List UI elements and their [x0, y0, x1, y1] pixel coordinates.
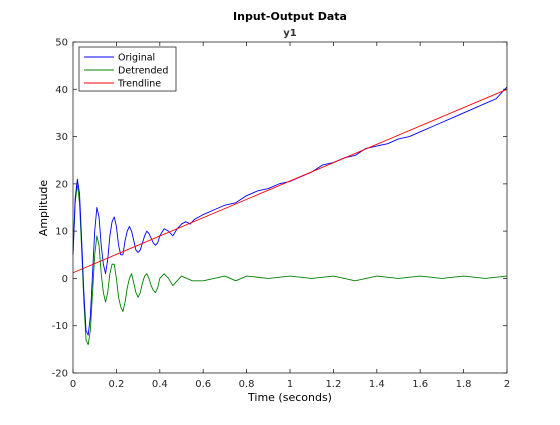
y-tick-label: -10: [52, 321, 68, 332]
series-line-original: [72, 86, 508, 336]
legend-entries: Original Detrended Trendline: [84, 53, 168, 90]
series-line-detrended: [72, 183, 508, 346]
y-tick-label: 0: [62, 274, 68, 285]
x-tick-label: 1.4: [369, 379, 385, 390]
x-tick-label: 0.4: [152, 379, 168, 390]
plot-background: [73, 42, 507, 373]
x-tick-label: 2: [504, 379, 510, 390]
series-line-trendline: [72, 88, 508, 274]
x-tick-label: 0.6: [195, 379, 211, 390]
plot-area: 0 0.2 0.4 0.6 0.8 1 1.2 1.4 1.6 1.8 2 -20 -10 0 10 20 3…: [52, 38, 511, 391]
x-axis-label: Time (seconds): [247, 391, 332, 404]
x-tick-label: 0.8: [239, 379, 255, 390]
x-ticks: 0 0.2 0.4 0.6 0.8 1 1.2 1.4 1.6 1.8 2: [70, 42, 510, 390]
x-tick-label: 1.2: [325, 379, 341, 390]
x-tick-label: 1.8: [456, 379, 472, 390]
x-tick-label: 0.2: [108, 379, 124, 390]
legend-label-original: Original: [118, 53, 155, 64]
legend-box: [78, 46, 177, 92]
y-tick-label: 40: [55, 85, 68, 96]
x-tick-label: 1: [287, 379, 293, 390]
y-tick-label: 30: [55, 132, 68, 143]
y-tick-label: -20: [52, 369, 68, 380]
legend: Original Detrended Trendline: [78, 46, 177, 92]
legend-label-detrended: Detrended: [118, 66, 168, 77]
x-tick-label: 1.6: [412, 379, 428, 390]
chart-subtitle: y1: [283, 28, 297, 39]
chart-title: Input-Output Data: [233, 10, 347, 23]
x-tick-label: 0: [70, 379, 76, 390]
y-ticks: -20 -10 0 10 20 30 40 50: [52, 38, 507, 380]
y-tick-label: 50: [55, 38, 68, 49]
legend-label-trendline: Trendline: [117, 79, 161, 90]
series-layer: [72, 86, 508, 346]
y-axis-label: Amplitude: [37, 180, 50, 237]
y-tick-label: 20: [55, 179, 68, 190]
y-tick-label: 10: [55, 227, 68, 238]
